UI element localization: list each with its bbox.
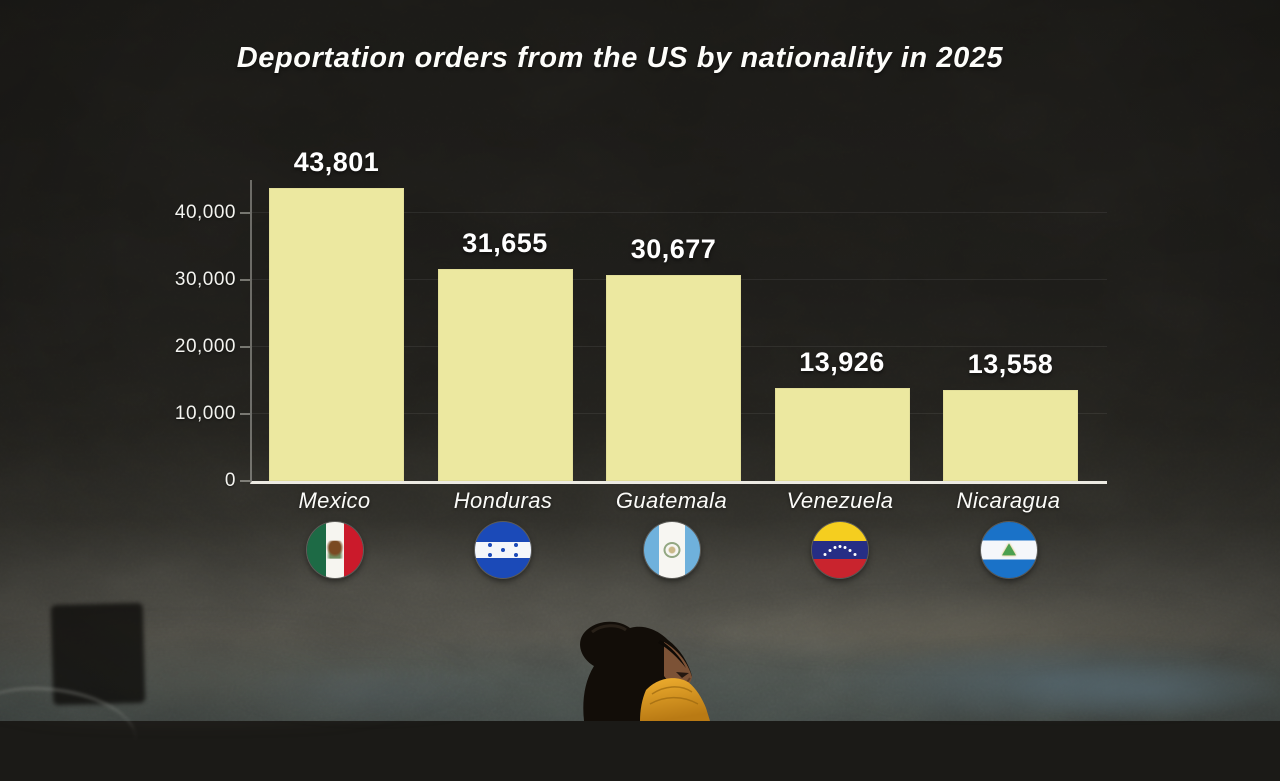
plot-area: 43,801 31,655 30,677 13,926 13,558	[250, 147, 1107, 484]
y-tick	[240, 279, 250, 281]
bar-honduras	[437, 268, 573, 481]
y-tick-label: 30,000	[174, 269, 236, 290]
gridline	[252, 212, 1107, 213]
y-tick-label: 20,000	[174, 336, 236, 357]
person-photo	[580, 621, 710, 721]
value-label-mexico: 43,801	[293, 146, 380, 177]
venezuela-flag-icon	[812, 522, 868, 578]
category-label-guatemala: Guatemala	[615, 488, 728, 513]
category-label-nicaragua: Nicaragua	[956, 488, 1061, 513]
value-label-guatemala: 30,677	[630, 234, 717, 265]
bar-nicaragua	[943, 390, 1078, 481]
flag-detail	[501, 548, 505, 552]
category-label-honduras: Honduras	[453, 488, 553, 513]
y-tick	[240, 413, 250, 415]
category-label-venezuela: Venezuela	[786, 488, 894, 513]
chart-title: Deportation orders from the US by nation…	[236, 42, 1004, 74]
y-tick	[240, 346, 250, 348]
flag-detail	[663, 542, 680, 558]
y-tick	[240, 480, 250, 482]
y-tick-label: 40,000	[174, 202, 236, 223]
category-label-mexico: Mexico	[298, 488, 371, 513]
mexico-flag-icon	[306, 522, 363, 578]
y-tick	[240, 212, 250, 214]
value-label-honduras: 31,655	[462, 227, 548, 258]
face-mask	[640, 678, 710, 721]
nicaragua-flag-icon	[980, 522, 1037, 578]
bar-chart: Deportation orders from the US by nation…	[174, 42, 1107, 578]
guatemala-flag-icon	[643, 522, 700, 578]
flag-detail	[1001, 543, 1016, 556]
y-tick-label: 10,000	[174, 403, 236, 424]
bar-mexico	[269, 187, 404, 481]
bar-guatemala	[606, 275, 741, 481]
person-eye	[676, 672, 689, 678]
flag-detail	[839, 549, 842, 552]
bar-venezuela	[774, 387, 910, 481]
honduras-flag-icon	[475, 522, 531, 578]
value-label-nicaragua: 13,558	[967, 349, 1054, 380]
value-label-venezuela: 13,926	[799, 346, 885, 377]
flag-detail	[324, 540, 345, 559]
y-tick-label: 0	[224, 470, 236, 491]
